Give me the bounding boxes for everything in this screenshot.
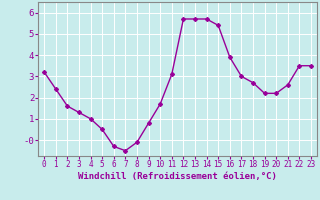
X-axis label: Windchill (Refroidissement éolien,°C): Windchill (Refroidissement éolien,°C) bbox=[78, 172, 277, 181]
